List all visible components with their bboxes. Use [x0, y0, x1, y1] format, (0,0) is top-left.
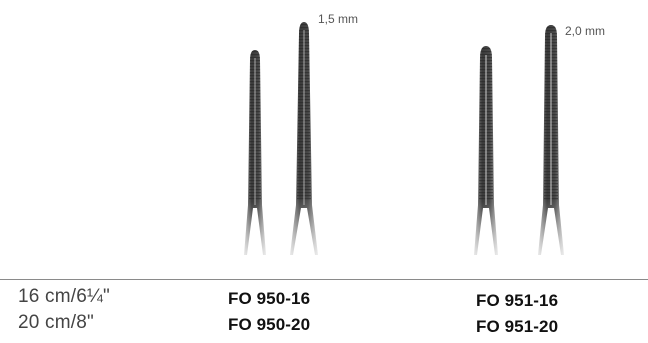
- tip-width-label-951: 2,0 mm: [565, 24, 606, 38]
- article-code-950-20: FO 950-20: [228, 315, 311, 334]
- tip-width-label-950: 1,5 mm: [318, 12, 359, 26]
- article-code-951-16: FO 951-16: [476, 291, 559, 310]
- forceps-950-16-icon: [240, 50, 270, 260]
- forceps-950-20-icon: [285, 22, 325, 260]
- forceps-951-16-icon: [470, 46, 504, 260]
- size-label-16cm: 16 cm/6¼": [18, 286, 110, 307]
- size-label-20cm: 20 cm/8": [18, 312, 94, 333]
- article-code-951-20: FO 951-20: [476, 317, 559, 336]
- article-code-950-16: FO 950-16: [228, 289, 311, 308]
- forceps-951-20-icon: [534, 25, 568, 260]
- divider-rule: [0, 279, 648, 280]
